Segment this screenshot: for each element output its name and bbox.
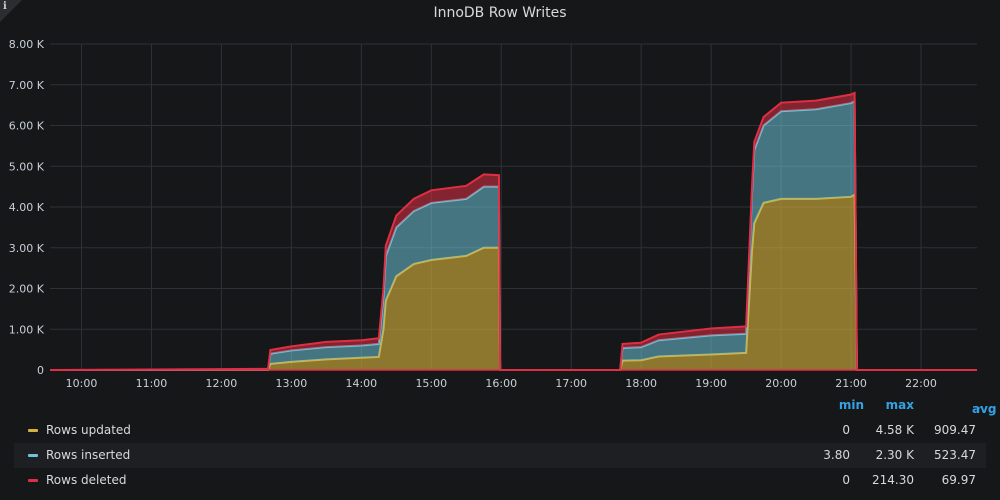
legend-swatch[interactable] <box>28 429 38 432</box>
legend-row-rows-updated[interactable]: Rows updated 0 4.58 K 909.47 <box>14 418 986 443</box>
legend-max-value: 2.30 K <box>875 448 914 462</box>
x-tick-label: 21:00 <box>835 377 867 390</box>
y-tick-label: 3.00 K <box>9 242 45 255</box>
legend-swatch[interactable] <box>28 479 38 482</box>
legend-avg-value: 523.47 <box>934 448 976 462</box>
legend-header: min max avg ⌄ <box>14 394 997 418</box>
y-tick-label: 7.00 K <box>9 79 45 92</box>
x-tick-label: 11:00 <box>136 377 168 390</box>
legend-avg-value: 69.97 <box>941 473 976 487</box>
x-tick-label: 20:00 <box>765 377 797 390</box>
info-icon[interactable]: i <box>3 1 7 12</box>
y-axis-ticks: 0 1.00 K 2.00 K 3.00 K 4.00 K 5.00 K 6.00 K 7.0… <box>9 38 45 377</box>
legend-row-rows-inserted[interactable]: Rows inserted 3.80 2.30 K 523.47 <box>14 443 986 468</box>
x-tick-label: 12:00 <box>206 377 238 390</box>
legend-series-name[interactable]: Rows deleted <box>46 473 127 487</box>
x-tick-label: 15:00 <box>415 377 447 390</box>
y-tick-label: 2.00 K <box>9 283 45 296</box>
y-tick-label: 4.00 K <box>9 201 45 214</box>
x-tick-label: 16:00 <box>485 377 517 390</box>
y-tick-label: 1.00 K <box>9 323 45 336</box>
legend-row-rows-deleted[interactable]: Rows deleted 0 214.30 69.97 <box>14 468 986 493</box>
y-tick-label: 8.00 K <box>9 38 45 51</box>
series-area-rows-updated[interactable] <box>50 194 977 370</box>
x-tick-label: 14:00 <box>345 377 377 390</box>
x-tick-label: 18:00 <box>625 377 657 390</box>
x-tick-label: 13:00 <box>276 377 308 390</box>
legend-min-value: 0 <box>842 423 850 437</box>
legend-series-name[interactable]: Rows updated <box>46 423 131 437</box>
x-tick-label: 19:00 <box>695 377 727 390</box>
y-tick-label: 5.00 K <box>9 160 45 173</box>
legend-avg-value: 909.47 <box>934 423 976 437</box>
legend-header-max[interactable]: max <box>885 398 914 412</box>
legend-header-avg-label[interactable]: avg <box>972 402 997 416</box>
chevron-down-icon[interactable]: ⌄ <box>975 402 983 412</box>
legend-max-value: 4.58 K <box>875 423 914 437</box>
y-tick-label: 6.00 K <box>9 120 45 133</box>
series-areas <box>49 91 977 371</box>
x-tick-label: 10:00 <box>66 377 98 390</box>
legend-min-value: 3.80 <box>823 448 850 462</box>
chart-area[interactable]: 0 1.00 K 2.00 K 3.00 K 4.00 K 5.00 K 6.00 K 7.0… <box>0 0 1000 395</box>
x-tick-label: 17:00 <box>555 377 587 390</box>
legend-series-name[interactable]: Rows inserted <box>46 448 131 462</box>
legend-header-min[interactable]: min <box>838 398 864 412</box>
legend-min-value: 0 <box>842 473 850 487</box>
panel-info-corner[interactable] <box>0 0 22 22</box>
x-axis-ticks: 10:00 11:00 12:00 13:00 14:00 15:00 16:00 17:00… <box>66 377 937 390</box>
panel-title[interactable]: InnoDB Row Writes <box>433 5 567 21</box>
y-tick-label: 0 <box>37 364 44 377</box>
legend-table: min max avg ⌄ Rows updated 0 4.58 K 909.4… <box>14 394 997 493</box>
legend-max-value: 214.30 <box>872 473 914 487</box>
legend-swatch[interactable] <box>28 454 38 457</box>
x-tick-label: 22:00 <box>905 377 937 390</box>
